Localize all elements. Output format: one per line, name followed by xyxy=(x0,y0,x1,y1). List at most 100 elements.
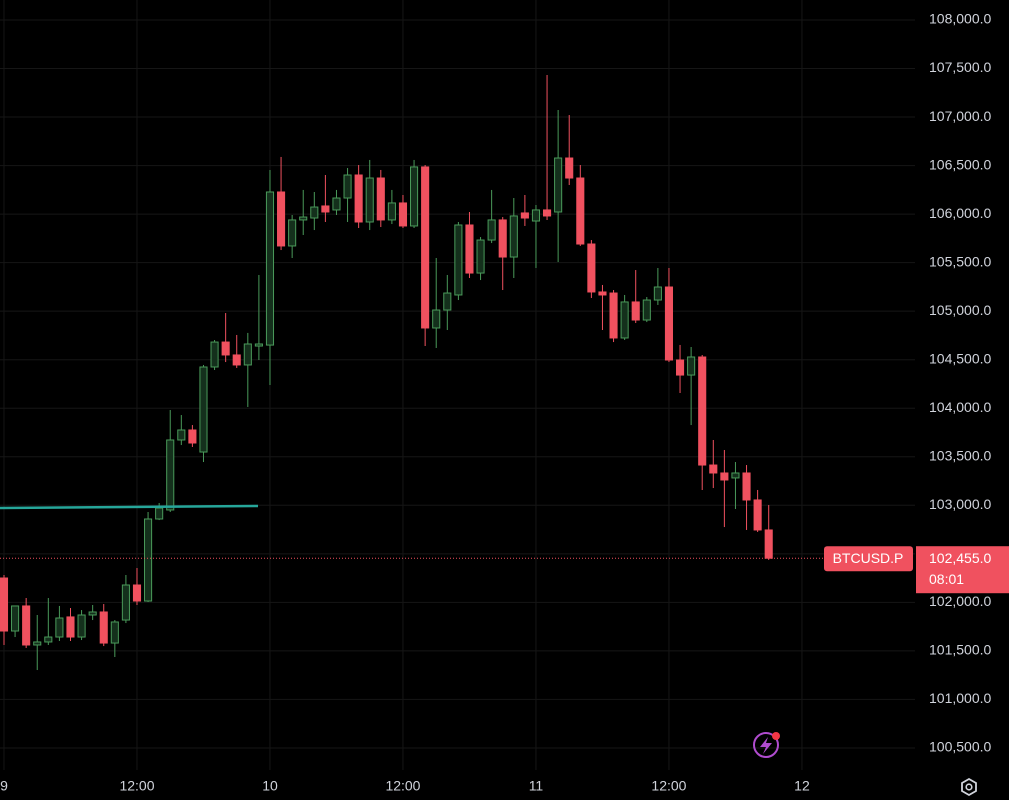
y-tick-label: 107,000.0 xyxy=(929,108,991,124)
candle-body xyxy=(620,301,629,339)
candle-body xyxy=(22,605,31,646)
candle-body xyxy=(642,299,651,321)
candle-body xyxy=(144,518,153,602)
candle-body xyxy=(609,292,618,339)
candle-body xyxy=(376,177,385,221)
candle-body xyxy=(77,614,86,638)
y-tick-label: 103,500.0 xyxy=(929,447,991,463)
x-tick-label: 12:00 xyxy=(385,778,420,794)
y-tick-label: 105,000.0 xyxy=(929,302,991,318)
candle-body xyxy=(731,472,740,479)
candle-body xyxy=(166,439,175,511)
y-tick-label: 106,000.0 xyxy=(929,205,991,221)
x-tick-label: 10 xyxy=(262,778,278,794)
candle-body xyxy=(454,224,463,296)
candle-body xyxy=(66,616,75,638)
price-badge xyxy=(916,546,1009,594)
candle-body xyxy=(443,292,452,311)
y-tick-label: 104,500.0 xyxy=(929,350,991,366)
candle-body xyxy=(476,239,485,274)
candle-body xyxy=(11,605,20,632)
candle-body xyxy=(0,577,9,632)
candle-body xyxy=(343,174,352,199)
candle-body xyxy=(33,641,42,646)
y-tick-label: 103,000.0 xyxy=(929,496,991,512)
settings-icon-hex xyxy=(961,777,977,797)
y-tick-label: 100,500.0 xyxy=(929,739,991,755)
y-tick-label: 101,000.0 xyxy=(929,690,991,706)
candle-body xyxy=(121,584,130,621)
candle-body xyxy=(598,291,607,296)
candle-body xyxy=(742,472,751,501)
candle-body xyxy=(221,341,230,356)
symbol-label: BTCUSD.P xyxy=(833,550,904,566)
candle-body xyxy=(432,309,441,329)
y-tick-label: 108,000.0 xyxy=(929,11,991,27)
candle-body xyxy=(88,611,97,616)
candle-body xyxy=(509,215,518,258)
y-tick-label: 106,500.0 xyxy=(929,156,991,172)
last-price-label: 102,455.0 xyxy=(929,550,991,566)
candle-body xyxy=(265,191,275,346)
candle-body xyxy=(653,286,662,301)
candle-body xyxy=(421,166,430,329)
candle-body xyxy=(587,243,596,293)
y-tick-label: 101,500.0 xyxy=(929,642,991,658)
candle-body xyxy=(698,356,707,466)
grid xyxy=(0,0,915,770)
candle-body xyxy=(498,219,507,258)
candle-body xyxy=(631,301,640,321)
candle-body xyxy=(543,209,552,217)
candle-body xyxy=(531,209,541,222)
candle-body xyxy=(254,343,263,347)
candle-body xyxy=(565,157,574,179)
candle-body xyxy=(55,617,64,638)
candle-body xyxy=(487,219,496,241)
x-tick-label: 12:00 xyxy=(119,778,154,794)
settings-icon[interactable] xyxy=(961,777,977,797)
candle-body xyxy=(110,621,119,644)
y-tick-label: 105,500.0 xyxy=(929,253,991,269)
candle-body xyxy=(365,177,374,223)
candle-body xyxy=(288,219,297,247)
candle-body xyxy=(332,197,341,211)
alert-icon-dot xyxy=(772,732,780,740)
candle-body xyxy=(243,343,252,366)
alert-icon-ring xyxy=(753,732,779,758)
candle-body xyxy=(675,359,685,376)
candle-body xyxy=(132,584,142,602)
candle-body xyxy=(576,177,585,245)
y-tick-label: 102,000.0 xyxy=(929,593,991,609)
candle-body xyxy=(199,366,208,453)
alert-icon-bolt xyxy=(760,737,772,754)
candle-body xyxy=(410,166,419,227)
candle-body xyxy=(753,499,762,531)
candle-body xyxy=(277,191,286,247)
candle-body xyxy=(321,205,330,213)
candle-body xyxy=(664,286,674,361)
candle-body xyxy=(188,429,197,444)
candle-body xyxy=(520,212,529,219)
candle-body xyxy=(687,356,696,376)
trend-line xyxy=(0,504,259,510)
x-tick-label: 11 xyxy=(529,778,544,794)
candle-body xyxy=(210,341,219,368)
alert-icon[interactable] xyxy=(753,732,780,758)
settings-icon-center xyxy=(965,783,973,791)
y-tick-label: 107,500.0 xyxy=(929,59,991,75)
candle-body xyxy=(764,529,773,559)
candle-body xyxy=(709,464,718,474)
x-tick-label: 12 xyxy=(794,778,810,794)
candles xyxy=(0,75,773,671)
candle-body xyxy=(299,216,308,221)
overlay: 100,500.0 101,000.0 101,500.0 102,000.0 102,… xyxy=(0,11,1009,794)
x-tick-label: 9 xyxy=(0,778,8,794)
candle-body xyxy=(554,157,563,213)
x-tick-label: 12:00 xyxy=(651,778,686,794)
y-tick-label: 104,000.0 xyxy=(929,399,991,415)
candle-body xyxy=(720,472,729,481)
countdown-label: 08:01 xyxy=(929,571,964,587)
candle-body xyxy=(99,611,108,644)
